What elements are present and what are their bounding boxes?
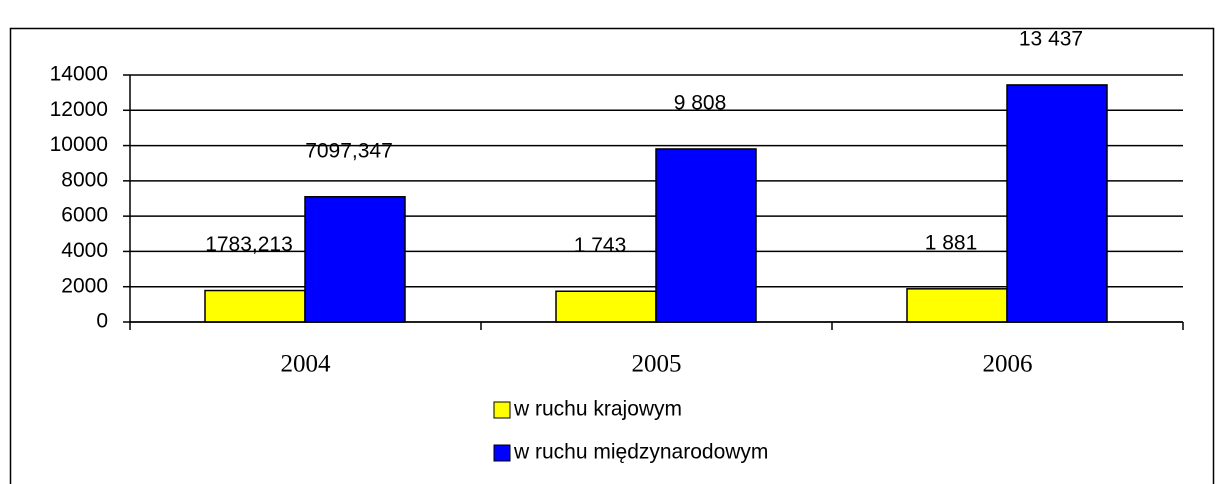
y-tick-label: 14000 [50, 63, 108, 86]
legend-label: w ruchu międzynarodowym [513, 441, 768, 464]
bar [204, 289, 306, 323]
bar [655, 148, 757, 323]
y-tick-label: 8000 [61, 168, 108, 191]
bar [1006, 84, 1108, 323]
data-label: 1 743 [574, 234, 627, 257]
x-tick-label: 2004 [281, 351, 332, 378]
data-label: 7097,347 [305, 139, 393, 162]
bar [304, 196, 406, 323]
data-label: 1 881 [925, 231, 978, 254]
y-tick-label: 0 [96, 310, 108, 333]
y-tick-label: 10000 [50, 133, 108, 156]
y-tick-label: 2000 [61, 274, 108, 297]
y-tick-label: 6000 [61, 204, 108, 227]
data-label: 9 808 [674, 92, 727, 115]
y-tick-label: 4000 [61, 239, 108, 262]
legend-swatch [493, 444, 511, 462]
bar [555, 290, 657, 323]
data-label: 1783,213 [205, 233, 293, 256]
x-tick-label: 2006 [983, 351, 1033, 378]
data-label: 13 437 [1019, 27, 1083, 50]
bar [906, 288, 1008, 323]
legend-swatch [493, 401, 511, 419]
y-tick-label: 12000 [50, 98, 108, 121]
legend-label: w ruchu krajowym [513, 398, 682, 421]
x-tick-label: 2005 [632, 351, 682, 378]
